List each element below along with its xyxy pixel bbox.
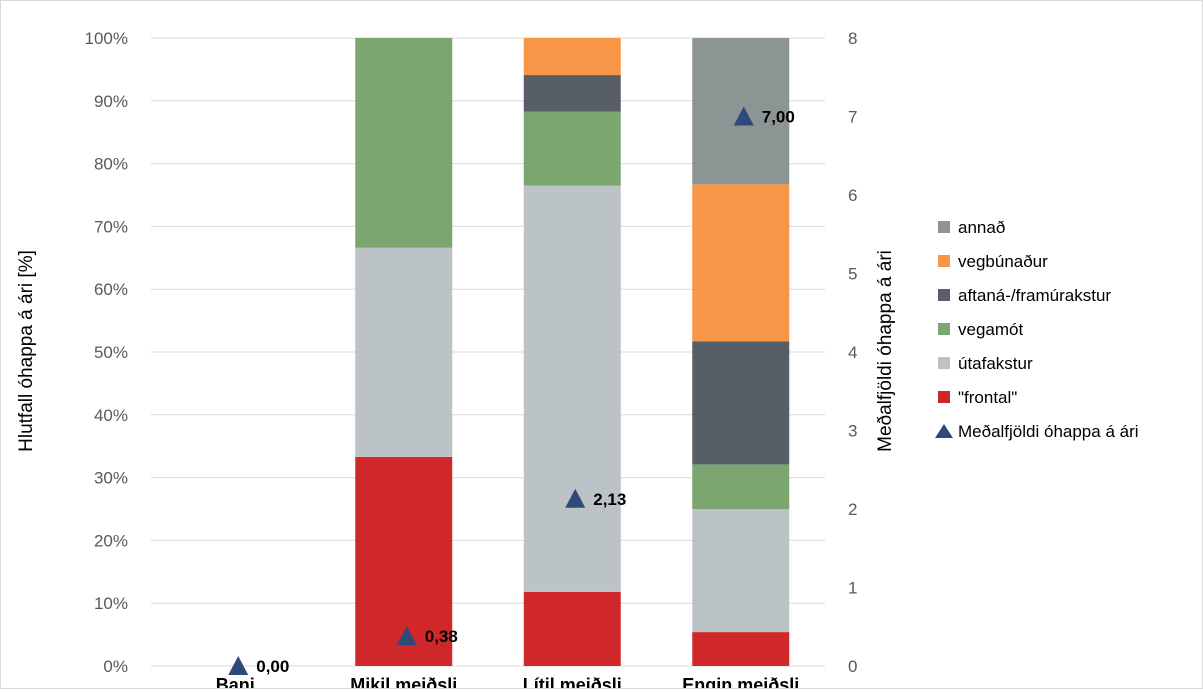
y2-axis-label: Meðalfjöldi óhappa á ári (875, 250, 896, 452)
legend-label: vegbúnaður (958, 252, 1048, 271)
data-label: 7,00 (762, 108, 795, 127)
y2-tick-label: 6 (848, 186, 857, 205)
y2-tick-label: 8 (848, 29, 857, 48)
bar-segment (692, 509, 790, 633)
legend-label: Meðalfjöldi óhappa á ári (958, 422, 1139, 441)
legend-label: "frontal" (958, 388, 1017, 407)
legend-swatch (938, 357, 950, 369)
legend-swatch (938, 289, 950, 301)
legend-swatch (938, 255, 950, 267)
y2-tick-label: 2 (848, 500, 857, 519)
y-tick-label: 30% (94, 469, 128, 488)
bar-segment (355, 38, 453, 248)
y2-tick-label: 1 (848, 579, 857, 598)
x-tick-label: Bani (216, 675, 255, 688)
legend-swatch (938, 391, 950, 403)
bars (355, 38, 790, 666)
bar-segment (692, 464, 790, 509)
bar-segment (523, 185, 621, 592)
y2-axis-ticks: 0 1 2 3 4 5 6 7 8 (848, 29, 857, 676)
y2-tick-label: 4 (848, 343, 857, 362)
y2-tick-label: 5 (848, 265, 857, 284)
data-label: 2,13 (593, 490, 626, 509)
y-tick-label: 70% (94, 217, 128, 236)
y-tick-label: 90% (94, 92, 128, 111)
average-marker (565, 488, 586, 508)
bar-segment (692, 38, 790, 185)
y-axis-ticks: 0% 10% 20% 30% 40% 50% 60% 70% 80% 90% 100% (85, 29, 128, 676)
legend-label: annað (958, 218, 1005, 237)
x-tick-label: Engin meiðsli (682, 675, 799, 688)
average-markers: 0,00 0,38 2,13 7,00 (228, 106, 795, 676)
bar-segment (692, 341, 790, 465)
y-axis-label: Hlutfall óhappa á ári [%] (16, 250, 37, 452)
x-tick-label: Lítil meiðsli (523, 675, 622, 688)
bar-segment (523, 591, 621, 666)
y-tick-label: 80% (94, 155, 128, 174)
y-tick-label: 40% (94, 406, 128, 425)
bar-segment (355, 456, 453, 666)
x-axis-ticks: Bani Mikil meiðsli Lítil meiðsli Engin meið… (216, 675, 800, 693)
y2-tick-label: 3 (848, 422, 857, 441)
y-tick-label: 60% (94, 280, 128, 299)
legend-marker (935, 424, 953, 438)
bar-segment (523, 111, 621, 186)
bar-segment (692, 184, 790, 342)
bar-segment (692, 632, 790, 666)
data-label: 0,38 (425, 627, 458, 646)
bar-segment (355, 247, 453, 457)
y-tick-label: 100% (85, 29, 128, 48)
average-marker (733, 106, 754, 126)
average-marker (396, 626, 417, 646)
average-marker (228, 656, 249, 675)
legend-label: útafakstur (958, 354, 1033, 373)
legend-label: aftaná-/framúrakstur (958, 286, 1111, 305)
bar-segment (523, 38, 621, 76)
y-tick-label: 0% (103, 657, 128, 676)
bar-segment (523, 75, 621, 112)
x-tick-label: Mikil meiðsli (350, 675, 457, 688)
legend-swatch (938, 323, 950, 335)
y2-tick-label: 7 (848, 108, 857, 127)
legend: annað vegbúnaður aftaná-/framúrakstur vegam… (935, 218, 1139, 441)
y-tick-label: 10% (94, 594, 128, 613)
y-tick-label: 50% (94, 343, 128, 362)
legend-label: vegamót (958, 320, 1023, 339)
y-tick-label: 20% (94, 531, 128, 550)
y2-tick-label: 0 (848, 657, 857, 676)
data-label: 0,00 (256, 657, 289, 676)
legend-swatch (938, 221, 950, 233)
